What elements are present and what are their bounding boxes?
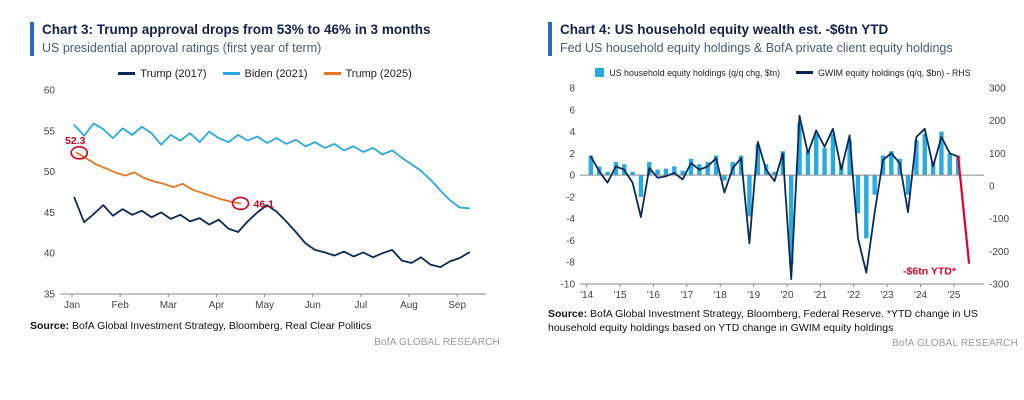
svg-text:-100: -100 bbox=[989, 214, 1009, 225]
svg-text:60: 60 bbox=[44, 85, 56, 96]
legend-item-gwim-line: GWIM equity holdings (q/q, $bn) - RHS bbox=[796, 68, 971, 78]
svg-text:Aug: Aug bbox=[400, 300, 418, 311]
chart4-subtitle: Fed US household equity holdings & BofA … bbox=[560, 40, 953, 55]
chart3-title: Chart 3: Trump approval drops from 53% t… bbox=[42, 22, 431, 37]
chart3-header: Chart 3: Trump approval drops from 53% t… bbox=[30, 22, 500, 56]
approval-ratings-line-chart: 60 55 50 45 40 35 Jan Feb Mar Apr May Jun Jul Aug Sep 5… bbox=[44, 85, 486, 311]
chart3-subtitle: US presidential approval ratings (first … bbox=[42, 40, 322, 55]
svg-text:0: 0 bbox=[989, 181, 995, 192]
legend-item-biden-2021: Biden (2021) bbox=[222, 67, 308, 80]
svg-text:May: May bbox=[255, 300, 274, 311]
svg-text:'21: '21 bbox=[814, 290, 827, 301]
chart4-panel: Chart 4: US household equity wealth est.… bbox=[548, 22, 1018, 349]
svg-text:100: 100 bbox=[989, 149, 1006, 160]
chart4-heading-text: Chart 4: US household equity wealth est.… bbox=[560, 22, 953, 56]
svg-text:'16: '16 bbox=[647, 290, 660, 301]
svg-text:8: 8 bbox=[569, 83, 575, 94]
legend-label: US household equity holdings (q/q chg, $… bbox=[609, 67, 781, 78]
svg-text:55: 55 bbox=[44, 126, 56, 137]
svg-text:'19: '19 bbox=[747, 290, 760, 301]
svg-text:-$6tn YTD*: -$6tn YTD* bbox=[903, 265, 957, 277]
svg-text:Jul: Jul bbox=[354, 300, 367, 311]
svg-text:'14: '14 bbox=[580, 290, 593, 301]
legend-item-household-bars: US household equity holdings (q/q chg, $… bbox=[595, 68, 780, 78]
chart3-panel: Chart 3: Trump approval drops from 53% t… bbox=[30, 22, 500, 349]
svg-text:'18: '18 bbox=[714, 290, 727, 301]
report-page: Chart 3: Trump approval drops from 53% t… bbox=[30, 22, 1018, 349]
svg-text:'24: '24 bbox=[914, 290, 927, 301]
svg-text:'15: '15 bbox=[614, 290, 627, 301]
source-text: BofA Global Investment Strategy, Bloombe… bbox=[72, 319, 372, 332]
svg-text:Sep: Sep bbox=[448, 300, 466, 311]
chart4-source: Source: BofA Global Investment Strategy,… bbox=[548, 308, 1018, 335]
svg-text:35: 35 bbox=[44, 289, 56, 300]
svg-text:'17: '17 bbox=[680, 290, 693, 301]
trump-2025-line-swatch bbox=[323, 72, 341, 76]
legend-label: Trump (2025) bbox=[345, 67, 412, 80]
chart4-title: Chart 4: US household equity wealth est.… bbox=[560, 22, 889, 37]
svg-text:-2: -2 bbox=[566, 192, 575, 203]
chart3-heading-text: Chart 3: Trump approval drops from 53% t… bbox=[42, 22, 431, 56]
svg-text:52.3: 52.3 bbox=[65, 135, 86, 147]
svg-text:Feb: Feb bbox=[112, 300, 130, 311]
svg-text:50: 50 bbox=[44, 167, 56, 178]
svg-text:Mar: Mar bbox=[160, 300, 178, 311]
svg-text:Apr: Apr bbox=[209, 300, 225, 311]
chart4-brand: BofA GLOBAL RESEARCH bbox=[892, 338, 1018, 350]
svg-text:'25: '25 bbox=[947, 290, 960, 301]
trump-2017-line-swatch bbox=[118, 72, 136, 76]
svg-text:-8: -8 bbox=[566, 258, 575, 269]
svg-text:2: 2 bbox=[569, 149, 575, 160]
svg-text:-10: -10 bbox=[561, 279, 576, 290]
source-label: Source: bbox=[548, 307, 588, 320]
title-accent-bar bbox=[30, 22, 34, 56]
svg-text:'23: '23 bbox=[881, 290, 894, 301]
chart3-legend: Trump (2017) Biden (2021) Trump (2025) bbox=[30, 68, 500, 80]
legend-item-trump-2025: Trump (2025) bbox=[323, 67, 412, 80]
legend-item-trump-2017: Trump (2017) bbox=[118, 67, 207, 80]
legend-label: Trump (2017) bbox=[140, 67, 207, 80]
svg-text:4: 4 bbox=[569, 127, 575, 138]
svg-text:'20: '20 bbox=[780, 290, 793, 301]
svg-text:-200: -200 bbox=[989, 247, 1009, 258]
svg-text:45: 45 bbox=[44, 208, 56, 219]
biden-2021-line-swatch bbox=[222, 72, 240, 76]
svg-text:Jun: Jun bbox=[305, 300, 321, 311]
chart3-brand: BofA GLOBAL RESEARCH bbox=[374, 336, 500, 348]
legend-label: GWIM equity holdings (q/q, $bn) - RHS bbox=[818, 67, 971, 78]
title-accent-bar bbox=[548, 22, 552, 56]
svg-text:200: 200 bbox=[989, 116, 1006, 127]
source-text: BofA Global Investment Strategy, Bloombe… bbox=[548, 307, 978, 334]
household-equity-bar-line-chart: 8 6 4 2 0 -2 -4 -6 -8 -10 300 200 100 0 -100 -200 -300 '1… bbox=[561, 83, 1010, 301]
chart3-source: Source: BofA Global Investment Strategy,… bbox=[30, 320, 500, 334]
svg-text:-4: -4 bbox=[566, 214, 575, 225]
source-label: Source: bbox=[30, 319, 70, 332]
household-bars-swatch bbox=[595, 68, 605, 78]
chart4-header: Chart 4: US household equity wealth est.… bbox=[548, 22, 1018, 56]
legend-label: Biden (2021) bbox=[244, 67, 308, 80]
svg-text:0: 0 bbox=[569, 170, 575, 181]
svg-text:-300: -300 bbox=[989, 279, 1009, 290]
svg-text:'22: '22 bbox=[847, 290, 860, 301]
svg-text:Jan: Jan bbox=[64, 300, 80, 311]
svg-text:-6: -6 bbox=[566, 236, 575, 247]
svg-text:40: 40 bbox=[44, 249, 56, 260]
svg-text:46.1: 46.1 bbox=[254, 198, 275, 210]
chart4-legend: US household equity holdings (q/q chg, $… bbox=[548, 68, 1018, 78]
svg-text:6: 6 bbox=[569, 105, 575, 116]
svg-text:300: 300 bbox=[989, 83, 1006, 94]
gwim-line-swatch bbox=[796, 71, 814, 75]
